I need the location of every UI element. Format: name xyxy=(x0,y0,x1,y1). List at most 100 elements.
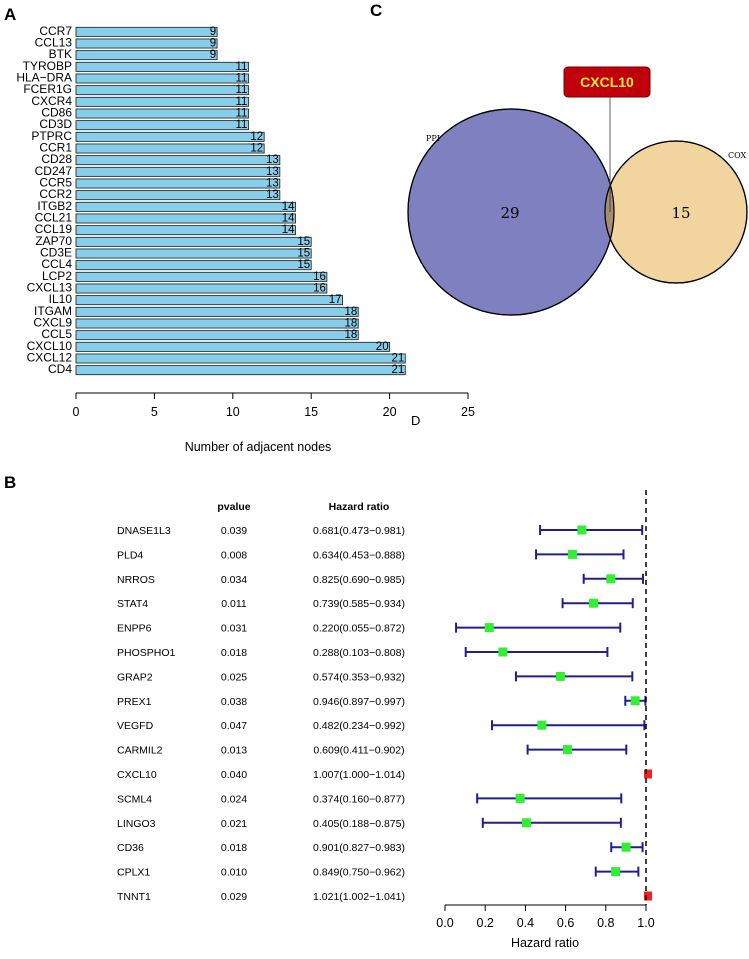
forest-row-phospho1: PHOSPHO1 0.018 0.288(0.103−0.808) xyxy=(117,647,609,659)
pvalue-value: 0.047 xyxy=(221,720,247,732)
bar-value-label: 9 xyxy=(210,49,216,61)
bar-chart-adjacent-nodes: 9 CCR7 9 CCL13 9 BTK 11 TYROBP 11 HLA−DRA 11 FCER1G… xyxy=(16,24,475,454)
bar-cxcl9 xyxy=(75,318,359,329)
pvalue-value: 0.010 xyxy=(221,867,247,879)
pvalue-value: 0.025 xyxy=(221,671,247,683)
bar-x-tick-label: 20 xyxy=(383,405,397,419)
bar-itgam xyxy=(75,306,359,317)
bar-x-tick-label: 15 xyxy=(304,405,318,419)
hazard-ratio-value: 0.739(0.585−0.934) xyxy=(313,598,405,610)
bar-value-label: 21 xyxy=(391,364,404,376)
bar-value-label: 18 xyxy=(344,306,357,318)
pvalue-value: 0.013 xyxy=(221,745,247,757)
bar-ccl4 xyxy=(75,260,312,271)
bar-value-label: 12 xyxy=(250,131,263,143)
gene-label: ENPP6 xyxy=(117,623,152,635)
hr-point xyxy=(515,793,525,803)
bar-category-label: CD4 xyxy=(48,362,72,376)
bar-value-label: 14 xyxy=(282,201,295,213)
bar-value-label: 14 xyxy=(282,213,295,225)
bar-value-label: 12 xyxy=(250,143,263,155)
bar-category-label: IL10 xyxy=(49,292,73,306)
forest-row-pld4: PLD4 0.008 0.634(0.453−0.888) xyxy=(117,549,625,561)
bar-ccr5 xyxy=(75,178,281,189)
bar-zap70 xyxy=(75,236,312,247)
bar-value-label: 13 xyxy=(266,178,279,190)
gene-label: DNASE1L3 xyxy=(117,525,171,537)
hr-point xyxy=(630,696,640,706)
panel-label-b: B xyxy=(4,473,16,492)
bar-category-label: CXCL10 xyxy=(27,339,73,353)
gene-label: CD36 xyxy=(117,842,144,854)
bar-value-label: 11 xyxy=(236,61,248,73)
callout-box xyxy=(563,66,651,98)
bar-category-label: BTK xyxy=(49,47,72,61)
hazard-ratio-value: 1.021(1.002−1.041) xyxy=(313,891,405,903)
gene-label: PLD4 xyxy=(117,549,143,561)
hr-point xyxy=(484,623,494,633)
pvalue-value: 0.031 xyxy=(221,623,247,635)
bar-category-label: CD86 xyxy=(41,106,72,120)
bar-category-label: CCR2 xyxy=(39,187,72,201)
bar-cd3e xyxy=(75,248,312,259)
bar-category-label: CCL19 xyxy=(35,222,73,236)
pvalue-value: 0.024 xyxy=(221,793,247,805)
bar-category-label: FCER1G xyxy=(23,82,72,96)
hr-point-risk xyxy=(644,769,652,779)
bar-value-label: 18 xyxy=(344,329,357,341)
bar-cd4 xyxy=(75,365,406,376)
bar-cxcl13 xyxy=(75,283,328,294)
pvalue-value: 0.040 xyxy=(221,769,247,781)
forest-row-stat4: STAT4 0.011 0.739(0.585−0.934) xyxy=(117,598,634,610)
bar-ccr2 xyxy=(75,190,281,201)
bar-tyrobp xyxy=(75,61,249,72)
bar-cd86 xyxy=(75,108,249,119)
bar-category-label: CD247 xyxy=(35,164,73,178)
bar-x-tick-label: 5 xyxy=(151,405,158,419)
venn-cox-count: 15 xyxy=(671,204,690,222)
bar-ccl5 xyxy=(75,330,359,341)
hr-point xyxy=(521,818,531,828)
hr-point xyxy=(577,525,587,535)
hr-point xyxy=(537,720,547,730)
hr-point xyxy=(498,647,508,657)
forest-x-tick-label: 0.4 xyxy=(517,916,534,930)
bar-value-label: 9 xyxy=(210,26,216,38)
bar-category-label: CXCR4 xyxy=(31,94,72,108)
forest-row-lingo3: LINGO3 0.021 0.405(0.188−0.875) xyxy=(117,817,622,830)
bar-value-label: 18 xyxy=(344,318,357,330)
forest-x-tick-label: 0.2 xyxy=(477,916,494,930)
bar-cxcr4 xyxy=(75,96,249,107)
gene-label: NRROS xyxy=(117,574,155,586)
hazard-ratio-value: 0.946(0.897−0.997) xyxy=(313,696,405,708)
bar-category-label: CXCL9 xyxy=(33,316,72,330)
bar-value-label: 11 xyxy=(236,119,248,131)
hazard-ratio-value: 1.007(1.000−1.014) xyxy=(313,769,405,781)
bar-value-label: 15 xyxy=(297,259,310,271)
hazard-ratio-value: 0.288(0.103−0.808) xyxy=(313,647,405,659)
bar-category-label: ITGAM xyxy=(34,304,72,318)
gene-label: STAT4 xyxy=(117,598,148,610)
venn-diagram: PPI COX 29 15 CXCL10 xyxy=(407,66,748,316)
hr-point xyxy=(567,549,577,559)
callout-cxcl10: CXCL10 xyxy=(580,74,634,90)
gene-label: PHOSPHO1 xyxy=(117,647,176,659)
bar-x-tick-label: 0 xyxy=(73,405,80,419)
venn-ppi-count: 29 xyxy=(500,204,519,222)
forest-row-vegfd: VEGFD 0.047 0.482(0.234−0.992) xyxy=(117,720,646,732)
bar-category-label: CCR5 xyxy=(39,176,72,190)
hr-point xyxy=(589,598,599,608)
forest-row-cplx1: CPLX1 0.010 0.849(0.750−0.962) xyxy=(117,866,640,879)
bar-category-label: CD28 xyxy=(41,152,72,166)
bar-lcp2 xyxy=(75,271,328,282)
bar-category-label: CD3D xyxy=(39,117,72,131)
hazard-ratio-value: 0.574(0.353−0.932) xyxy=(313,671,405,683)
bar-value-label: 16 xyxy=(313,283,326,295)
bar-x-tick-label: 10 xyxy=(226,405,240,419)
bar-value-label: 17 xyxy=(329,294,342,306)
bar-cxcl10 xyxy=(75,341,391,352)
bar-category-label: PTPRC xyxy=(31,129,72,143)
bar-ccl13 xyxy=(75,38,218,49)
bar-category-label: CCL4 xyxy=(41,257,72,271)
bar-ptprc xyxy=(75,131,265,142)
